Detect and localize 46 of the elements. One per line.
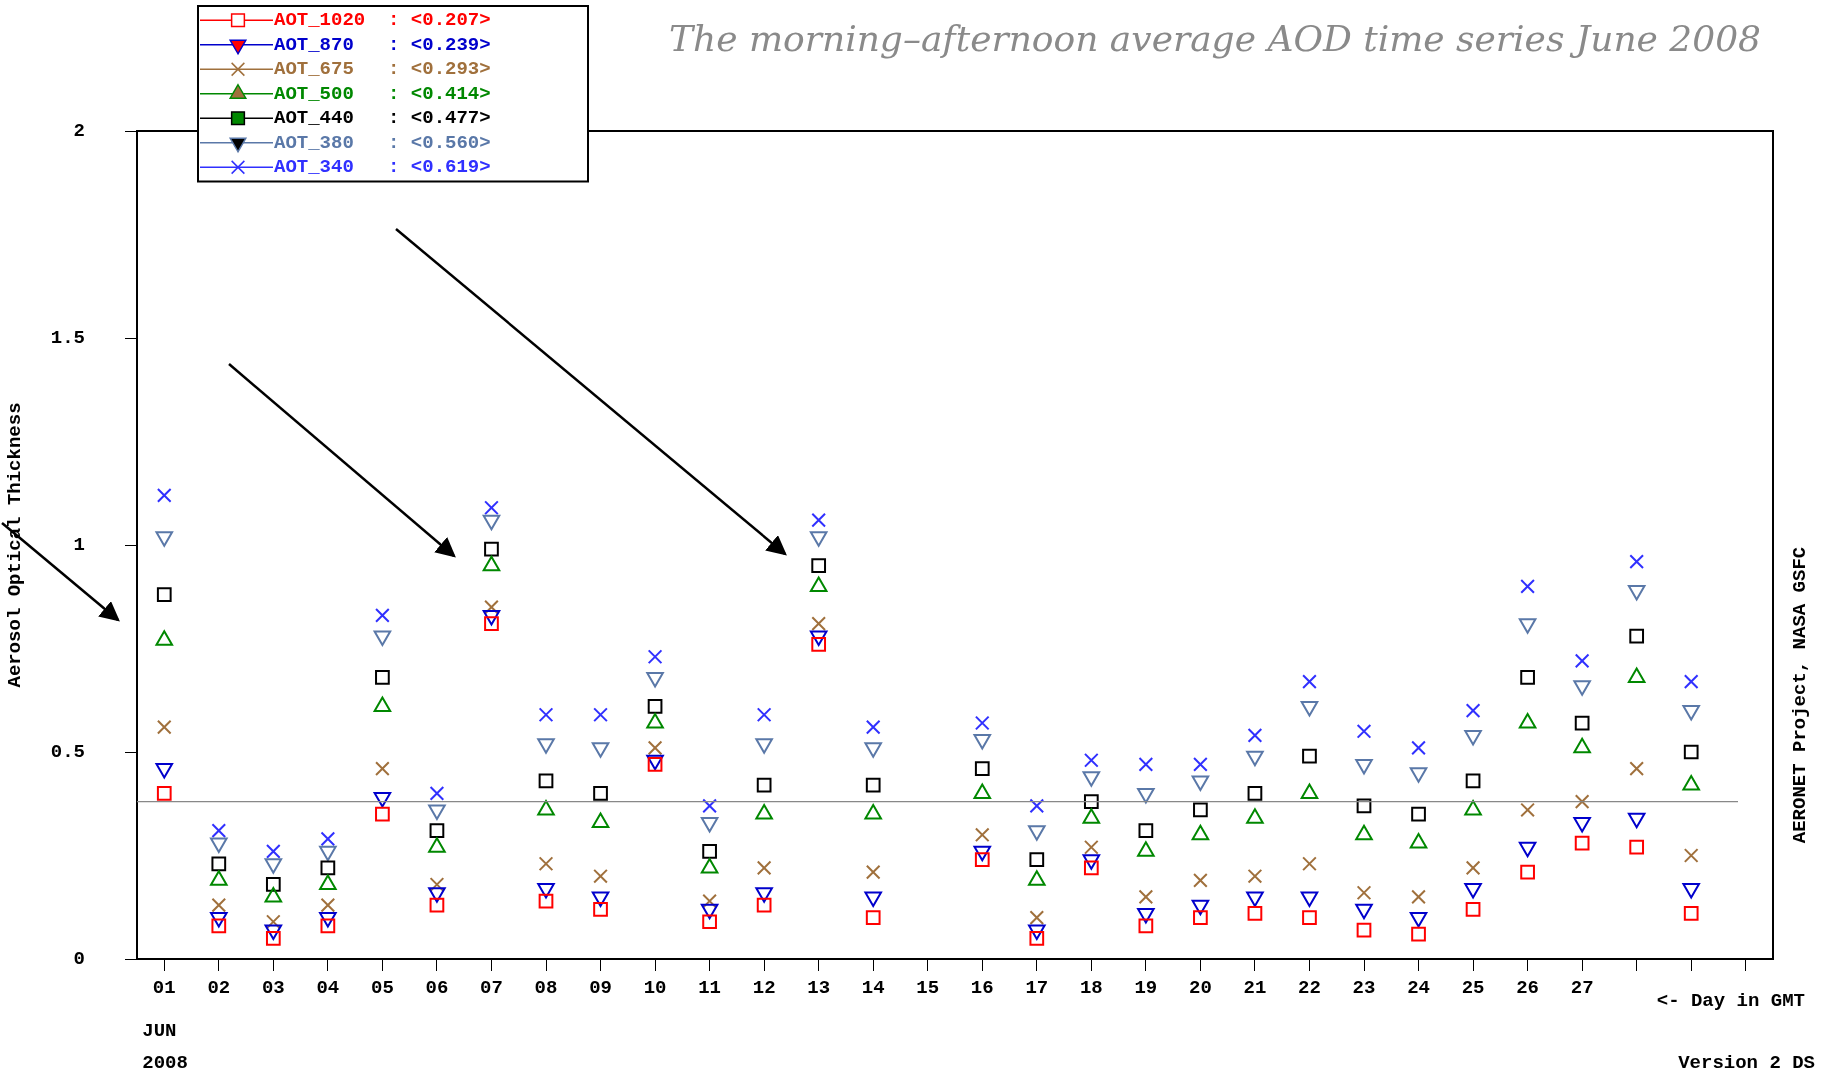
x-tick-label: 25 <box>1461 977 1485 1000</box>
x-tick-label: 15 <box>916 977 940 1000</box>
text: 2008 <box>142 1051 188 1068</box>
x-tick-label: 22 <box>1298 977 1321 1000</box>
legend-label: AOT_440 : <0.477> <box>274 107 491 130</box>
x-tick-label: 02 <box>207 977 231 1000</box>
x-tick-label: 05 <box>370 977 394 1000</box>
x-tick-label: 26 <box>1516 977 1540 1000</box>
x-tick-label: 21 <box>1243 977 1267 1000</box>
x-tick-label: 08 <box>534 977 558 1000</box>
x-tick-label: 14 <box>861 977 885 1000</box>
y-tick-label: 0.5 <box>50 740 85 763</box>
legend-label: AOT_870 : <0.239> <box>274 33 491 56</box>
x-tick-label: 10 <box>643 977 667 1000</box>
legend-label: AOT_1020 : <0.207> <box>274 9 491 32</box>
text: AERONET Project, NASA GSFC <box>1788 546 1811 844</box>
x-tick-label: 07 <box>480 977 503 1000</box>
y-tick-label: 2 <box>73 119 85 142</box>
legend-label: AOT_380 : <0.560> <box>274 131 491 154</box>
y-tick-label: 1.5 <box>50 326 85 349</box>
y-tick-label: 0 <box>73 947 85 970</box>
x-tick-label: 23 <box>1352 977 1376 1000</box>
y-tick-label: 1 <box>73 533 85 556</box>
y-axis-title: Aerosol Optical Thickness <box>4 402 27 688</box>
x-tick-label: 18 <box>1079 977 1103 1000</box>
text: Version 2 DS <box>1678 1051 1815 1068</box>
x-tick-label: 24 <box>1407 977 1430 1000</box>
x-tick-label: 01 <box>152 977 176 1000</box>
chart-title: The morning–afternoon average AOD time series June 2008 <box>669 18 1761 60</box>
legend-label: AOT_500 : <0.414> <box>274 82 491 105</box>
text: JUN <box>142 1019 177 1042</box>
x-tick-label: 19 <box>1134 977 1158 1000</box>
x-tick-label: 12 <box>752 977 776 1000</box>
x-tick-label: 27 <box>1570 977 1594 1000</box>
x-tick-label: 16 <box>970 977 994 1000</box>
legend-label: AOT_340 : <0.619> <box>274 156 491 179</box>
x-tick-label: 17 <box>1025 977 1049 1000</box>
x-axis-title: <- Day in GMT <box>1656 989 1805 1012</box>
x-tick-label: 04 <box>316 977 340 1000</box>
x-tick-label: 06 <box>425 977 449 1000</box>
x-tick-label: 13 <box>807 977 831 1000</box>
x-tick-label: 20 <box>1188 977 1212 1000</box>
x-tick-label: 09 <box>589 977 612 1000</box>
x-tick-label: 03 <box>261 977 285 1000</box>
x-tick-label: 11 <box>698 977 722 1000</box>
legend-label: AOT_675 : <0.293> <box>274 58 491 81</box>
